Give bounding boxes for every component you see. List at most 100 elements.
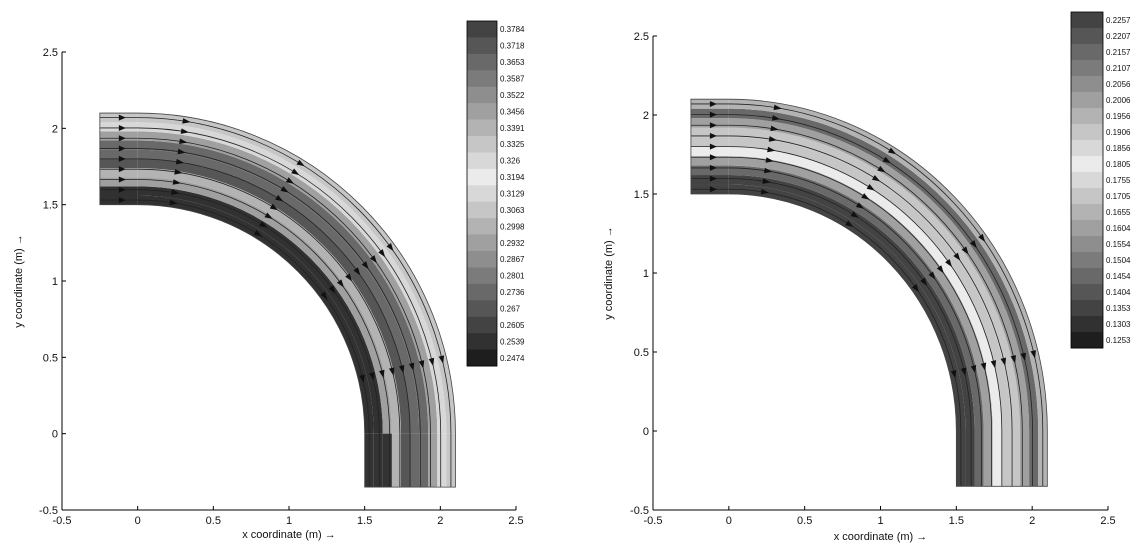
streamline-arrow — [182, 118, 191, 124]
streamline — [690, 103, 1044, 487]
contour-band-outlet — [373, 433, 383, 488]
colorbar-swatch — [467, 168, 497, 186]
colorbar-label: 0.1705 — [1106, 192, 1131, 201]
streamline-arrow — [269, 203, 279, 211]
colorbar-swatch — [1071, 316, 1103, 333]
streamline — [690, 146, 1003, 487]
colorbar-label: 0.1655 — [1106, 208, 1131, 217]
colorbar-label: 0.2801 — [500, 272, 525, 281]
colorbar-swatch — [467, 119, 497, 137]
colorbar-label: 0.1404 — [1106, 288, 1131, 297]
streamline-arrow — [911, 284, 919, 293]
streamline-arrow — [275, 194, 284, 202]
streamline-arrow — [1010, 355, 1016, 364]
streamline — [690, 178, 972, 487]
contour-band-inlet — [99, 140, 138, 150]
y-tick-label: 1.5 — [43, 200, 58, 212]
colorbar-label: 0.1906 — [1106, 128, 1131, 137]
streamline-arrow — [1030, 350, 1036, 359]
colorbar-swatch — [1071, 220, 1103, 237]
streamline-arrow — [709, 111, 717, 118]
x-tick-label: 0.5 — [797, 515, 812, 527]
colorbar-label: 0.1554 — [1106, 240, 1131, 249]
streamline — [690, 114, 1033, 487]
streamline-arrow — [709, 132, 717, 139]
colorbar-swatch — [467, 300, 497, 318]
contour-band-inlet — [99, 149, 138, 159]
streamline-arrow — [361, 261, 369, 270]
streamline-arrow — [118, 135, 126, 142]
colorbar-label: 0.267 — [500, 305, 521, 314]
chart-1: -0.5 0 0.5 1 1.5 2 2.5 -0.5 0 0.5 1 1.5 2 2.5 x coordi… — [13, 20, 525, 541]
colorbar-label: 0.1856 — [1106, 144, 1131, 153]
x-tick-label: 0.5 — [206, 515, 221, 527]
streamline-arrow — [928, 271, 936, 280]
x-tick-label: -0.5 — [644, 515, 663, 527]
colorbar-swatch — [467, 185, 497, 203]
colorbar-label: 0.3456 — [500, 107, 525, 116]
colorbar-label: 0.1805 — [1106, 160, 1131, 169]
y-tick-label: 2.5 — [43, 47, 58, 59]
streamline-arrow — [953, 252, 961, 261]
colorbar-label: 0.3718 — [500, 42, 525, 51]
colorbar-swatch — [1071, 92, 1103, 109]
colorbar-label: 0.3129 — [500, 190, 525, 199]
streamline-arrow — [887, 147, 897, 155]
streamline-arrow — [336, 279, 344, 288]
colorbar-swatch — [1071, 28, 1103, 45]
streamline-arrow — [172, 179, 182, 185]
streamline-arrow — [180, 128, 190, 134]
axes: -0.5 0 0.5 1 1.5 2 2.5 -0.5 0 0.5 1 1.5 2 2.5 x coordi… — [603, 31, 1116, 543]
colorbar-label: 0.2539 — [500, 337, 525, 346]
x-tick-label: 2 — [1029, 515, 1035, 527]
colorbar-label: 0.3194 — [500, 173, 525, 182]
streamline-arrow — [882, 156, 891, 164]
colorbar-label: 0.2932 — [500, 239, 525, 248]
x-tick-label: 1.5 — [357, 515, 372, 527]
colorbar-label: 0.3063 — [500, 206, 525, 215]
chart-2: -0.5 0 0.5 1 1.5 2 2.5 -0.5 0 0.5 1 1.5 2 2.5 x coordi… — [603, 11, 1131, 543]
streamline-arrow — [969, 240, 977, 249]
streamline-arrow — [950, 370, 957, 379]
streamline-arrow — [709, 186, 717, 193]
colorbar-swatch — [467, 349, 497, 367]
streamline-arrow — [760, 188, 770, 195]
streamline-arrow — [177, 148, 186, 155]
streamline — [99, 137, 431, 488]
colorbar-label: 0.3587 — [500, 75, 525, 84]
streamline-arrow — [763, 167, 773, 174]
streamline-arrow — [169, 199, 178, 206]
streamline-arrow — [871, 174, 881, 182]
colorbar-label: 0.2207 — [1106, 32, 1131, 41]
streamline — [99, 158, 411, 488]
streamline-arrow — [378, 249, 386, 258]
streamline-arrow — [773, 104, 782, 111]
y-tick-label: 1 — [643, 268, 649, 280]
contour-band-inlet — [99, 168, 138, 178]
colorbar-swatch — [1071, 108, 1103, 125]
colorbar-label: 0.2257 — [1106, 16, 1131, 25]
contour-band-inlet — [690, 156, 729, 166]
contour-band-outlet — [437, 433, 447, 488]
colorbar-swatch — [1071, 188, 1103, 205]
streamline-arrow — [850, 211, 859, 218]
colorbar-label: 0.3522 — [500, 91, 525, 100]
streamline — [99, 127, 442, 488]
y-axis-label: y coordinate (m) → — [13, 234, 25, 328]
colorbar-swatch — [467, 218, 497, 236]
colorbar-swatch — [1071, 44, 1103, 61]
contour-band-inlet — [690, 127, 729, 138]
y-tick-label: 0.5 — [634, 347, 649, 359]
contour-band-outlet — [965, 431, 975, 487]
x-tick-label: 1.5 — [949, 515, 964, 527]
streamline-arrow — [259, 221, 268, 228]
streamlines — [690, 100, 1044, 487]
colorbar: 0.2257 0.2207 0.2157 0.2107 0.2056 0.2006 0.19… — [1070, 11, 1131, 349]
streamline — [690, 135, 1013, 487]
x-tick-label: 0 — [726, 515, 732, 527]
domain-outline — [99, 112, 456, 488]
contour-band-outlet — [983, 431, 993, 487]
streamline-arrow — [253, 230, 263, 237]
streamline-arrow — [990, 360, 997, 369]
colorbar-swatch — [1071, 252, 1103, 269]
